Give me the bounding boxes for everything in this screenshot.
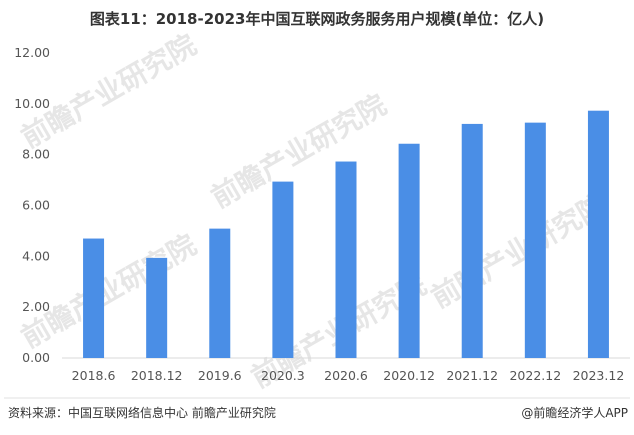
x-tick-label: 2020.3: [261, 368, 305, 383]
y-tick-label: 0.00: [22, 350, 50, 365]
x-tick-label: 2018.6: [72, 368, 116, 383]
bar: [398, 143, 420, 358]
x-tick-label: 2022.12: [509, 368, 561, 383]
chart-title: 图表11：2018-2023年中国互联网政务服务用户规模(单位：亿人): [89, 10, 545, 28]
y-tick-label: 12.00: [14, 45, 50, 60]
bar: [524, 122, 546, 359]
x-tick-label: 2023.12: [573, 368, 625, 383]
bar: [83, 238, 105, 358]
y-tick-label: 10.00: [14, 96, 50, 111]
bar: [461, 123, 483, 358]
bar: [587, 110, 609, 358]
bar: [209, 228, 231, 358]
x-tick-label: 2021.12: [446, 368, 498, 383]
brand-credit: @前瞻经济学人APP: [521, 406, 628, 420]
x-tick-label: 2019.6: [198, 368, 242, 383]
x-tick-label: 2020.12: [383, 368, 435, 383]
y-tick-label: 4.00: [22, 248, 50, 263]
y-tick-label: 8.00: [22, 147, 50, 162]
bar: [272, 181, 294, 358]
source-note: 资料来源：中国互联网络信息中心 前瞻产业研究院: [8, 406, 276, 420]
bar: [335, 161, 357, 358]
x-tick-label: 2020.6: [324, 368, 368, 383]
y-tick-label: 2.00: [22, 299, 50, 314]
y-tick-label: 6.00: [22, 198, 50, 213]
bar: [146, 257, 168, 358]
x-tick-label: 2018.12: [131, 368, 183, 383]
